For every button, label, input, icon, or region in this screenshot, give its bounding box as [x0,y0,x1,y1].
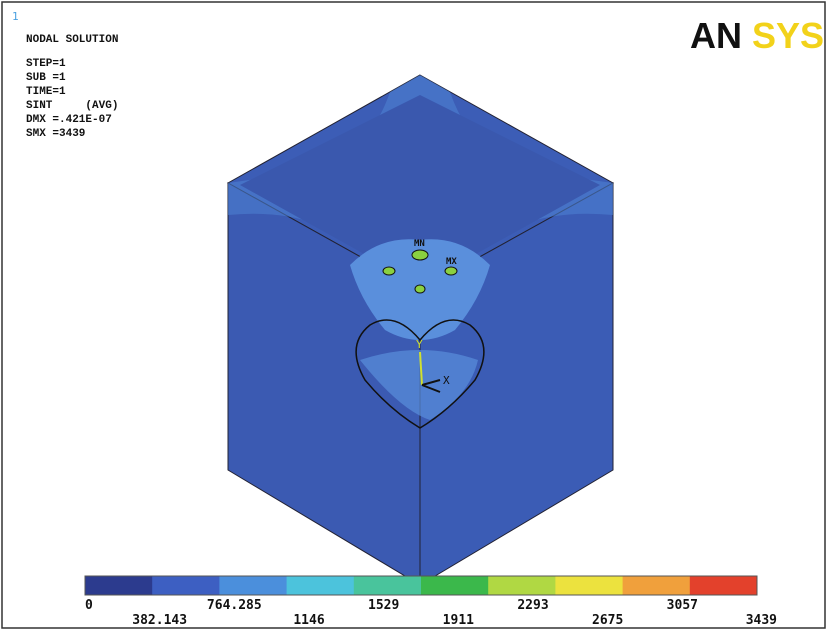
page: 1 NODAL SOLUTION STEP=1 SUB =1 TIME=1 SINT … [0,0,827,630]
legend-label: 0 [85,598,93,613]
info-line: STEP=1 [26,58,66,70]
info-line: TIME=1 [26,86,66,98]
node [445,267,457,275]
ansys-window: 1 NODAL SOLUTION STEP=1 SUB =1 TIME=1 SINT … [0,0,827,630]
legend-label: 382.143 [132,613,187,628]
legend-swatch [555,576,623,595]
info-line: SUB =1 [26,72,66,84]
legend-label: 2675 [592,613,623,628]
window-number: 1 [12,10,19,23]
legend-label: 764.285 [207,598,262,613]
info-line: SMX =3439 [26,128,85,140]
node [415,285,425,293]
legend-label: 3057 [667,598,698,613]
max-label: MX [446,257,457,267]
legend-swatch [85,576,153,595]
info-line: SINT (AVG) [26,100,118,112]
legend-label: 1146 [293,613,324,628]
legend-swatch [623,576,691,595]
logo-an: AN [690,15,742,56]
info-title: NODAL SOLUTION [26,34,118,46]
legend-swatch [488,576,556,595]
logo-sys: SYS [752,15,824,56]
legend-swatch [219,576,287,595]
y-axis-label: Y [416,338,423,351]
legend-swatch [152,576,220,595]
x-axis-label: X [443,374,450,387]
legend-label: 1911 [443,613,474,628]
legend-swatch [354,576,422,595]
legend-label: 2293 [517,598,548,613]
info-line: DMX =.421E-07 [26,114,112,126]
legend-label: 3439 [746,613,777,628]
node [412,250,428,260]
legend-label: 1529 [368,598,399,613]
legend-swatch [421,576,489,595]
legend-swatch [287,576,355,595]
min-label: MN [414,239,425,249]
legend-swatch [690,576,758,595]
node [383,267,395,275]
